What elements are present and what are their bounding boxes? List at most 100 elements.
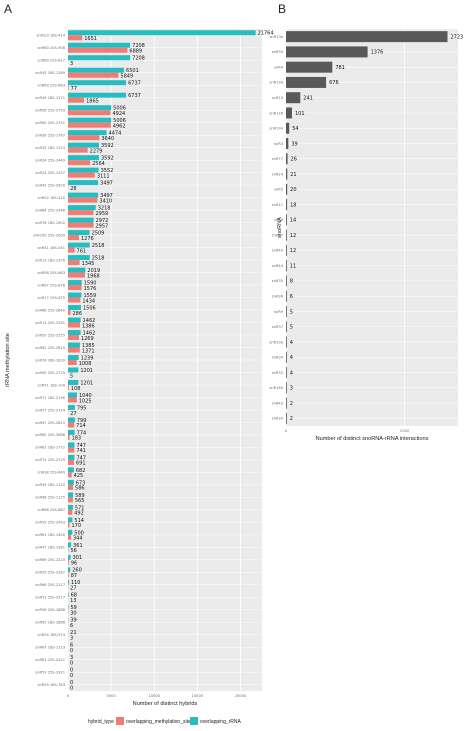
bar-interactions <box>286 275 287 287</box>
bar-overlapping-rrna <box>68 80 127 86</box>
bar-overlapping-rrna <box>68 317 81 323</box>
bar-overlapping-rrna <box>68 167 99 173</box>
data-label-interactions: 5 <box>290 325 293 331</box>
bar-interactions <box>286 397 287 409</box>
data-label-overlapping-methylation-site: 0 <box>70 661 73 667</box>
y-tick-label: snR63 25S-683 <box>38 84 65 88</box>
data-label-overlapping-rrna: 1590 <box>84 280 97 286</box>
data-label-overlapping-rrna: 2509 <box>92 230 105 236</box>
bar-overlapping-rrna <box>68 342 80 348</box>
bar-interactions <box>286 31 448 43</box>
data-label-overlapping-methylation-site: 77 <box>71 86 77 92</box>
y-tick-label: snR49 18S-1271 <box>35 96 65 100</box>
bar-overlapping-rrna <box>68 230 90 236</box>
bar-overlapping-rrna <box>68 404 75 410</box>
bar-interactions <box>286 153 288 165</box>
bar-overlapping-rrna <box>68 105 112 111</box>
x-tick-label: 10000 <box>149 694 161 698</box>
data-label-overlapping-rrna: 1506 <box>83 305 96 311</box>
data-label-overlapping-rrna: 3592 <box>101 156 114 162</box>
chart-b: 0 2000 snR13a 2723 snR30 1376 snR4 781 snR13b 676… <box>269 29 463 442</box>
y-tick-label: snR189 <box>269 386 283 390</box>
data-label-overlapping-methylation-site: 3640 <box>101 136 114 142</box>
data-label-overlapping-methylation-site: 1345 <box>82 261 95 267</box>
data-label-interactions: 21 <box>290 172 296 178</box>
y-tick-label: snR52 18S-1888 <box>35 621 65 625</box>
data-label-overlapping-rrna: 7208 <box>132 56 145 62</box>
data-label-overlapping-rrna: 3 <box>70 655 73 661</box>
y-tick-label: snR24 25S-1437 <box>35 171 65 175</box>
y-tick-label: snR74 25S-2729 <box>35 458 65 462</box>
data-label-interactions: 1376 <box>371 50 384 56</box>
data-label-overlapping-methylation-site: 0 <box>70 673 73 679</box>
data-label-overlapping-methylation-site: 4962 <box>113 123 126 129</box>
y-tick-label: snR55 18S-1120 <box>35 483 65 487</box>
y-tick-label: snR35 18S-1153 <box>35 146 65 150</box>
bar-overlapping-rrna <box>68 217 94 223</box>
data-label-overlapping-methylation-site: 6 <box>70 623 73 629</box>
bar-overlapping-rrna <box>68 280 82 286</box>
data-label-overlapping-rrna: 5006 <box>113 118 126 124</box>
data-label-overlapping-methylation-site: 714 <box>76 423 86 429</box>
data-label-interactions: 4 <box>290 370 293 376</box>
bar-overlapping-methylation-site <box>68 459 74 465</box>
y-tick-label: snR68 25S-867 <box>38 508 65 512</box>
data-label-overlapping-methylation-site: 5849 <box>120 74 133 80</box>
bar-overlapping-methylation-site <box>68 160 91 166</box>
y-tick-label: snR61 18S-1450 <box>35 533 65 537</box>
y-tick-label: snR13b <box>269 81 283 85</box>
data-label-overlapping-rrna: 747 <box>76 443 86 449</box>
data-label-overlapping-methylation-site: 1386 <box>82 323 95 329</box>
data-label-overlapping-rrna: 514 <box>74 518 84 524</box>
y-tick-label: snR24 25S-1449 <box>35 158 65 162</box>
data-label-overlapping-methylation-site: 492 <box>74 511 84 517</box>
y-tick-label: snR58 25S-663 <box>38 271 65 275</box>
data-label-overlapping-rrna: 1201 <box>80 380 93 386</box>
bar-overlapping-methylation-site <box>68 47 128 53</box>
data-label-interactions: 6 <box>290 294 293 300</box>
data-label-interactions: 781 <box>335 65 345 71</box>
bar-overlapping-methylation-site <box>68 35 83 41</box>
bar-overlapping-rrna <box>68 242 90 248</box>
data-label-overlapping-methylation-site: 3111 <box>97 173 110 179</box>
y-tick-label: snR61 18S-1772 <box>35 446 65 450</box>
y-tick-label: snR53 25S-2517 <box>35 596 65 600</box>
bar-overlapping-methylation-site <box>68 210 94 216</box>
y-axis-title-b: snoRNA <box>277 217 283 238</box>
bar-overlapping-methylation-site <box>68 297 81 303</box>
bar-overlapping-rrna <box>68 392 77 398</box>
data-label-overlapping-methylation-site: 30 <box>70 611 76 617</box>
data-label-overlapping-methylation-site: 586 <box>75 486 85 492</box>
data-label-interactions: 11 <box>290 263 296 269</box>
bar-interactions <box>286 199 288 211</box>
data-label-overlapping-rrna: 0 <box>70 680 73 686</box>
y-tick-label: snR33 <box>272 371 283 375</box>
legend-title: hybrid_type <box>88 719 114 725</box>
y-tick-label: snR66 25S-2117 <box>35 583 65 587</box>
data-label-overlapping-methylation-site: 0 <box>70 648 73 654</box>
x-tick-label: 2000 <box>400 429 410 433</box>
bar-overlapping-methylation-site <box>68 322 80 328</box>
data-label-interactions: 5 <box>290 309 293 315</box>
data-label-overlapping-rrna: 2518 <box>92 243 105 249</box>
bar-overlapping-rrna <box>68 142 99 148</box>
y-tick-label: snR13a <box>270 35 283 39</box>
y-tick-label: snR60 25S-908 <box>38 46 66 50</box>
x-tick-label: 15000 <box>192 694 204 698</box>
bar-overlapping-methylation-site <box>68 147 88 153</box>
data-label-overlapping-rrna: 39 <box>70 618 76 624</box>
y-tick-label: snR36 <box>272 295 284 299</box>
bar-overlapping-rrna <box>68 429 75 435</box>
data-label-interactions: 26 <box>291 157 297 163</box>
data-label-interactions: 54 <box>292 126 298 132</box>
bar-overlapping-methylation-site <box>68 360 77 365</box>
y-tick-label: snR87 25S-876 <box>38 283 66 287</box>
data-label-overlapping-rrna: 6737 <box>128 93 141 99</box>
bar-overlapping-methylation-site <box>68 522 70 528</box>
data-label-overlapping-rrna: 361 <box>73 543 83 549</box>
y-tick-label: snR64 25S-2948 <box>35 208 65 212</box>
data-label-overlapping-rrna: 1559 <box>83 293 96 299</box>
y-tick-label: snR59 25S-2287 <box>35 571 65 575</box>
bar-overlapping-methylation-site <box>68 272 85 278</box>
y-tick-label: snR24 <box>272 172 284 176</box>
